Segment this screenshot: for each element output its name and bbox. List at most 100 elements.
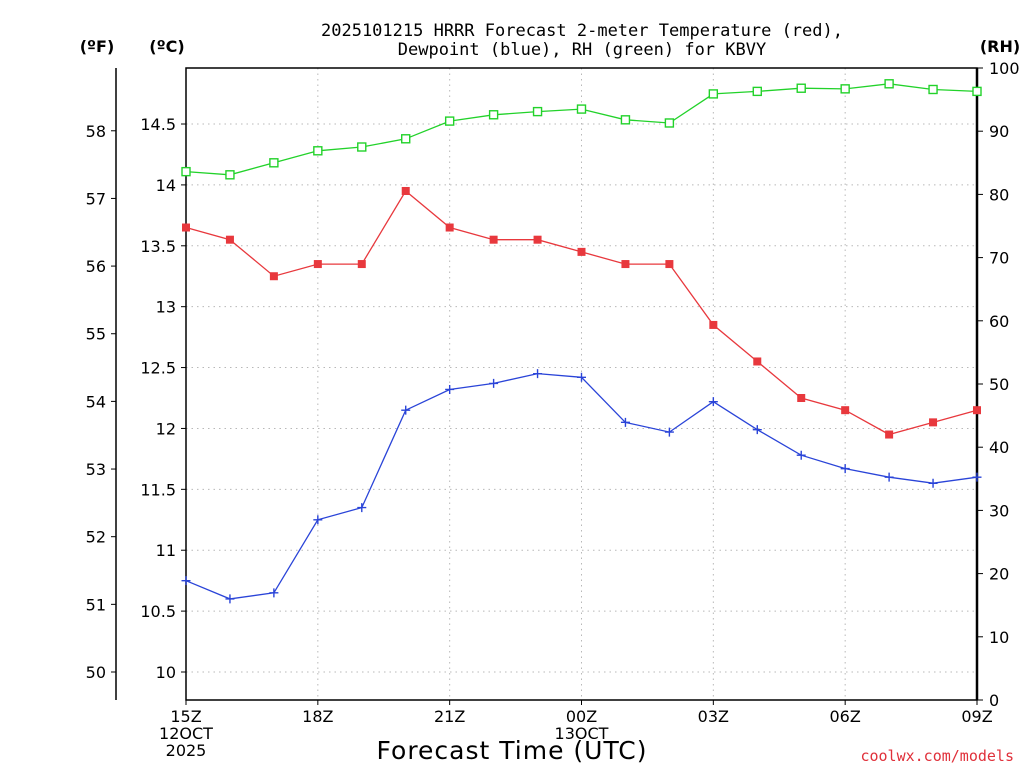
dewpoint-data-point	[884, 472, 894, 482]
dewpoint-data-point	[796, 450, 806, 460]
x-tick-label: 09Z	[961, 707, 992, 726]
celsius-tick-label: 12	[156, 419, 176, 438]
rh-data-point	[401, 134, 411, 144]
temperature-data-point	[753, 357, 762, 366]
temperature-data-point	[665, 260, 674, 269]
temperature-data-point	[709, 320, 718, 329]
celsius-tick-label: 10	[156, 663, 176, 682]
rh-data-point	[488, 110, 499, 120]
temperature-data-point	[269, 272, 278, 281]
dewpoint-data-point	[577, 372, 586, 382]
dewpoint-data-point	[445, 384, 455, 394]
celsius-tick-label: 11	[156, 541, 176, 560]
dewpoint-data-point	[664, 427, 674, 437]
temperature-data-point	[445, 223, 454, 232]
temperature-data-point	[182, 223, 190, 232]
temperature-data-point	[885, 430, 894, 439]
dewpoint-data-point	[313, 515, 323, 525]
rh-tick-label: 0	[989, 691, 999, 710]
rh-unit-label: (RH)	[980, 37, 1020, 56]
fahrenheit-tick-label: 50	[86, 663, 106, 682]
rh-data-point	[972, 86, 982, 97]
temperature-data-point	[533, 235, 542, 244]
dewpoint-data-point	[181, 576, 191, 586]
celsius-tick-label: 12.5	[140, 359, 176, 378]
dewpoint-data-point	[928, 478, 938, 488]
rh-data-point	[225, 170, 235, 180]
x-tick-label: 18Z	[302, 707, 333, 726]
rh-tick-label: 30	[989, 501, 1009, 520]
temperature-data-point	[973, 406, 981, 415]
dewpoint-data-point	[972, 472, 982, 482]
rh-data-point	[181, 166, 191, 177]
rh-tick-label: 90	[989, 122, 1009, 141]
celsius-tick-label: 13	[156, 298, 176, 317]
dewpoint-data-point	[489, 378, 499, 388]
rh-data-point	[796, 83, 806, 93]
series-layer	[181, 79, 982, 604]
credit-text: coolwx.com/models	[860, 747, 1014, 765]
celsius-tick-label: 14	[156, 176, 176, 195]
dewpoint-data-point	[401, 405, 411, 415]
x-tick-label: 13OCT	[555, 724, 609, 743]
celsius-tick-label: 14.5	[140, 115, 176, 134]
celsius-unit-label: (ºC)	[149, 37, 184, 56]
x-tick-label: 15Z	[170, 707, 201, 726]
rh-data-point	[840, 84, 850, 94]
temperature-data-point	[401, 186, 410, 195]
fahrenheit-tick-label: 57	[86, 189, 106, 208]
rh-tick-label: 100	[989, 59, 1020, 78]
fahrenheit-tick-label: 53	[86, 460, 106, 479]
rh-data-point	[532, 106, 543, 117]
temperature-data-point	[577, 247, 586, 256]
fahrenheit-unit-label: (ºF)	[80, 37, 115, 56]
celsius-tick-label: 11.5	[140, 480, 176, 499]
celsius-tick-label: 10.5	[140, 602, 176, 621]
temperature-data-point	[797, 394, 806, 403]
rh-data-point	[928, 84, 938, 95]
x-tick-label: 03Z	[698, 707, 729, 726]
x-tick-label: 21Z	[434, 707, 465, 726]
fahrenheit-tick-label: 56	[86, 257, 106, 276]
x-tick-label: 2025	[166, 741, 207, 760]
x-tick-label: 06Z	[830, 707, 861, 726]
rh-data-point	[444, 116, 455, 126]
temperature-data-point	[929, 418, 938, 427]
temperature-data-point	[621, 260, 630, 269]
chart-title-line-2: Dewpoint (blue), RH (green) for KBVY	[398, 40, 766, 60]
celsius-tick-label: 13.5	[140, 237, 176, 256]
dewpoint-data-point	[620, 417, 630, 427]
rh-data-point	[884, 79, 894, 89]
rh-tick-label: 80	[989, 185, 1009, 204]
fahrenheit-tick-label: 55	[86, 325, 106, 344]
x-tick-label: 00Z	[566, 707, 597, 726]
rh-tick-label: 70	[989, 249, 1009, 268]
rh-data-point	[357, 142, 367, 152]
dewpoint-data-point	[708, 397, 718, 407]
fahrenheit-tick-label: 54	[86, 392, 106, 411]
rh-tick-label: 40	[989, 438, 1009, 457]
dewpoint-data-point	[225, 594, 235, 604]
rh-data-point	[664, 118, 675, 128]
temperature-data-point	[357, 260, 366, 269]
dewpoint-data-point	[840, 464, 850, 474]
chart-title-line-1: 2025101215 HRRR Forecast 2-meter Tempera…	[321, 21, 843, 41]
dewpoint-data-point	[533, 369, 543, 379]
dewpoint-data-point	[752, 425, 762, 435]
x-tick-label: 12OCT	[159, 724, 213, 743]
temperature-data-point	[313, 260, 322, 269]
temperature-data-point	[841, 406, 850, 415]
rh-data-point	[313, 146, 323, 156]
rh-data-point	[620, 115, 631, 125]
rh-tick-label: 10	[989, 628, 1009, 647]
dewpoint-data-point	[357, 503, 367, 513]
fahrenheit-tick-label: 52	[86, 528, 106, 547]
temperature-data-point	[489, 235, 498, 244]
dewpoint-data-point	[269, 588, 279, 598]
grid-layer	[186, 68, 977, 700]
rh-data-point	[269, 158, 279, 168]
fahrenheit-tick-label: 58	[86, 122, 106, 141]
